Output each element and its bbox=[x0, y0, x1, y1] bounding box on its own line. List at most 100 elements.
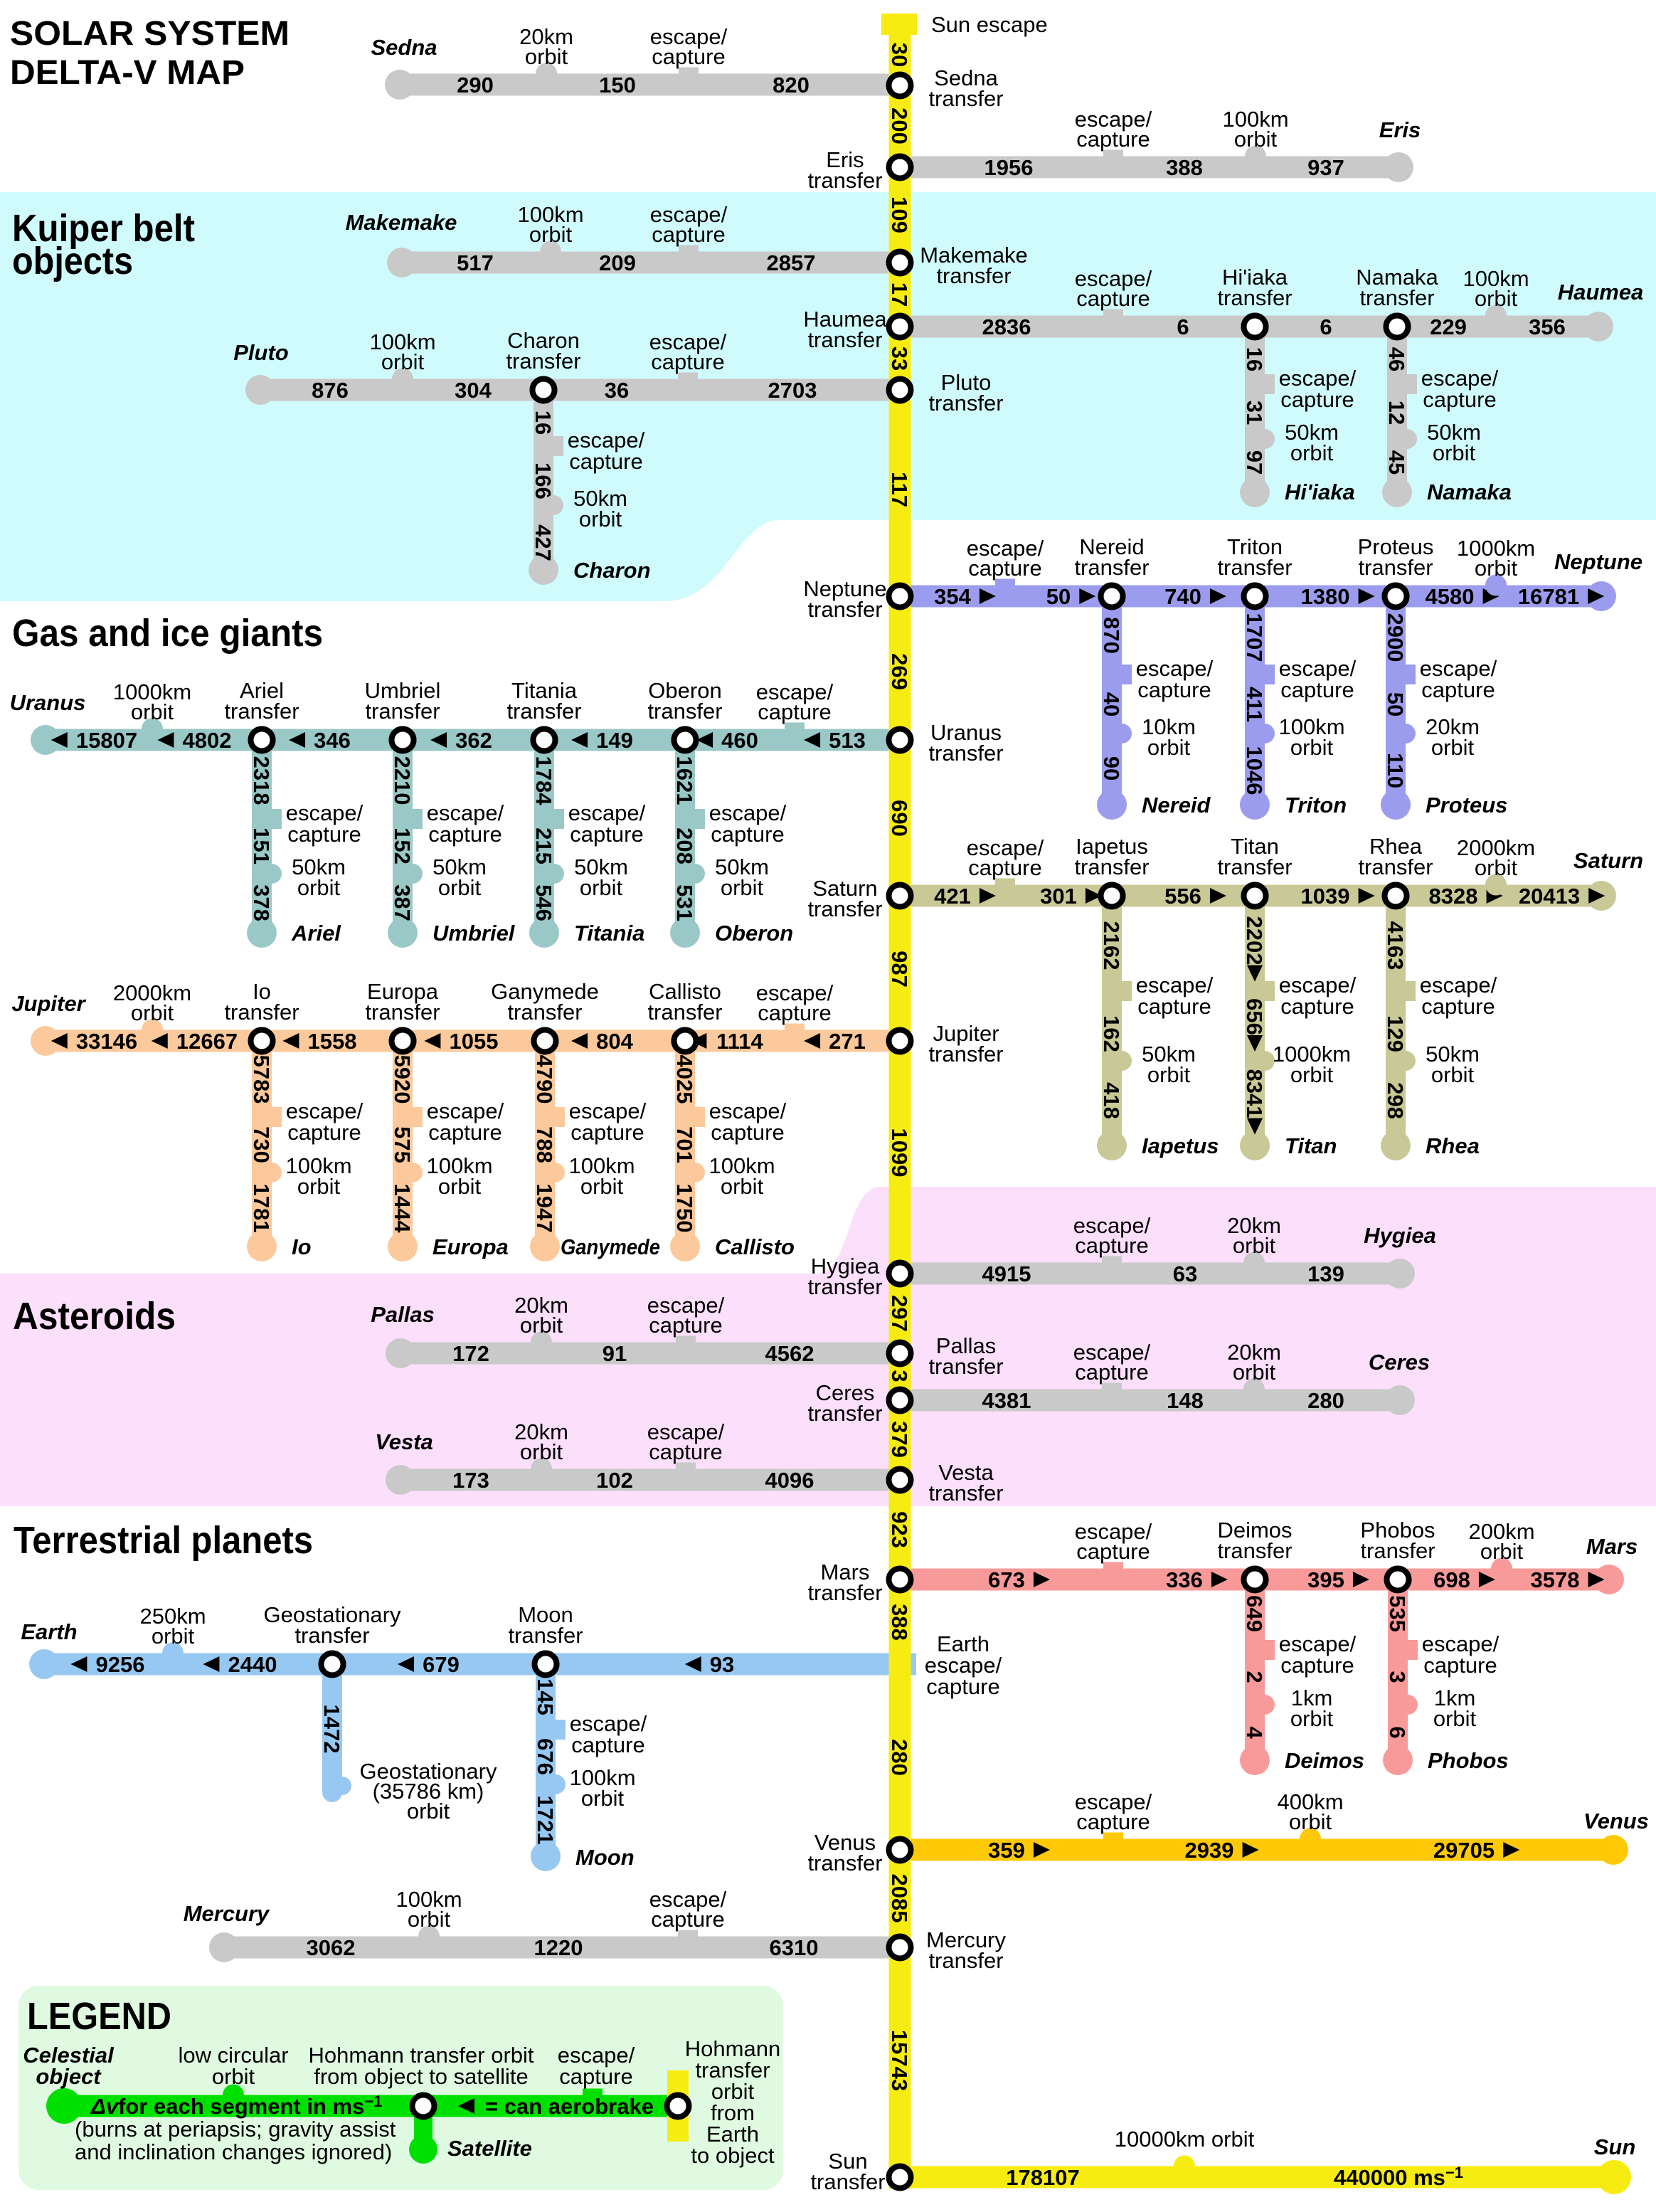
svg-text:escape/: escape/ bbox=[925, 1653, 1002, 1678]
svg-text:100km: 100km bbox=[396, 1887, 462, 1912]
svg-text:359: 359 bbox=[988, 1838, 1025, 1863]
svg-text:12667: 12667 bbox=[176, 1029, 238, 1054]
svg-text:Proteus: Proteus bbox=[1426, 793, 1507, 817]
svg-text:Kuiper belt: Kuiper belt bbox=[12, 207, 195, 250]
svg-text:escape/: escape/ bbox=[1422, 1631, 1500, 1656]
svg-text:Eris: Eris bbox=[826, 147, 864, 172]
svg-text:4562: 4562 bbox=[765, 1341, 814, 1366]
svg-text:Io: Io bbox=[292, 1234, 312, 1259]
svg-text:Callisto: Callisto bbox=[715, 1234, 795, 1259]
svg-text:Sun: Sun bbox=[828, 2149, 867, 2174]
svg-text:capture: capture bbox=[649, 1313, 722, 1338]
svg-text:escape/: escape/ bbox=[568, 800, 646, 825]
svg-text:orbit: orbit bbox=[438, 875, 482, 900]
svg-text:2085: 2085 bbox=[887, 1874, 912, 1923]
svg-text:1472: 1472 bbox=[319, 1705, 344, 1754]
svg-text:356: 356 bbox=[1529, 314, 1566, 339]
svg-text:transfer: transfer bbox=[1217, 555, 1292, 580]
svg-text:90: 90 bbox=[1099, 756, 1124, 780]
svg-text:Umbriel: Umbriel bbox=[365, 678, 441, 703]
svg-text:escape/: escape/ bbox=[756, 679, 834, 704]
svg-text:capture: capture bbox=[1076, 127, 1150, 152]
svg-text:9256: 9256 bbox=[96, 1652, 145, 1677]
svg-text:129: 129 bbox=[1383, 1015, 1408, 1052]
svg-text:1784: 1784 bbox=[531, 756, 556, 806]
svg-text:46: 46 bbox=[1384, 347, 1409, 371]
svg-text:301: 301 bbox=[1040, 884, 1077, 909]
svg-text:20km: 20km bbox=[519, 24, 573, 49]
svg-text:capture: capture bbox=[651, 349, 724, 374]
svg-text:Jupiter: Jupiter bbox=[11, 991, 86, 1016]
svg-text:304: 304 bbox=[455, 378, 492, 403]
svg-text:280: 280 bbox=[1307, 1388, 1344, 1413]
svg-text:Moon: Moon bbox=[518, 1602, 573, 1627]
svg-text:40: 40 bbox=[1099, 692, 1124, 716]
svg-text:2440: 2440 bbox=[228, 1652, 277, 1677]
svg-text:Vesta: Vesta bbox=[938, 1460, 994, 1485]
svg-text:capture: capture bbox=[1137, 677, 1211, 702]
svg-text:4915: 4915 bbox=[982, 1261, 1031, 1286]
svg-text:Saturn: Saturn bbox=[812, 876, 877, 901]
svg-text:2202: 2202 bbox=[1242, 916, 1267, 965]
svg-text:Uranus: Uranus bbox=[930, 720, 1002, 745]
svg-text:transfer: transfer bbox=[928, 391, 1003, 416]
svg-text:orbit: orbit bbox=[1290, 1062, 1334, 1087]
svg-text:388: 388 bbox=[887, 1604, 912, 1641]
svg-text:Hohmann transfer orbit: Hohmann transfer orbit bbox=[308, 2043, 534, 2068]
svg-text:Iapetus: Iapetus bbox=[1142, 1133, 1219, 1158]
svg-text:transfer: transfer bbox=[807, 1851, 882, 1875]
svg-text:16: 16 bbox=[1242, 347, 1267, 371]
svg-text:Makemake: Makemake bbox=[920, 243, 1028, 268]
svg-text:100km: 100km bbox=[1222, 107, 1288, 132]
svg-text:orbit: orbit bbox=[1147, 1062, 1191, 1087]
svg-text:50km: 50km bbox=[432, 854, 487, 879]
svg-text:escape/: escape/ bbox=[427, 800, 504, 825]
svg-text:20km: 20km bbox=[1227, 1213, 1281, 1238]
svg-text:Terrestrial planets: Terrestrial planets bbox=[14, 1519, 313, 1562]
svg-text:transfer: transfer bbox=[1217, 1538, 1292, 1563]
svg-text:166: 166 bbox=[531, 462, 556, 499]
svg-text:Pallas: Pallas bbox=[936, 1333, 996, 1358]
svg-text:10000km orbit: 10000km orbit bbox=[1115, 2127, 1255, 2152]
svg-text:535: 535 bbox=[1385, 1595, 1410, 1632]
svg-text:Ariel: Ariel bbox=[291, 921, 341, 946]
svg-text:33: 33 bbox=[887, 346, 912, 371]
svg-text:escape/: escape/ bbox=[1136, 656, 1214, 681]
svg-text:Hi'iaka: Hi'iaka bbox=[1222, 265, 1288, 290]
svg-text:102: 102 bbox=[596, 1468, 633, 1493]
svg-text:63: 63 bbox=[1173, 1261, 1197, 1286]
svg-text:2939: 2939 bbox=[1185, 1838, 1234, 1863]
svg-text:20km: 20km bbox=[514, 1293, 568, 1318]
svg-text:33146: 33146 bbox=[76, 1029, 137, 1054]
svg-text:200: 200 bbox=[887, 107, 912, 144]
svg-text:870: 870 bbox=[1099, 617, 1124, 654]
svg-text:690: 690 bbox=[887, 800, 912, 837]
svg-text:orbit: orbit bbox=[1480, 1539, 1524, 1564]
svg-text:transfer: transfer bbox=[508, 1623, 583, 1648]
svg-text:29705: 29705 bbox=[1433, 1838, 1495, 1863]
svg-text:Saturn: Saturn bbox=[1573, 848, 1643, 873]
svg-text:Io: Io bbox=[253, 979, 271, 1004]
svg-text:1099: 1099 bbox=[887, 1128, 912, 1178]
svg-text:16: 16 bbox=[531, 411, 556, 435]
svg-text:orbit: orbit bbox=[212, 2064, 255, 2089]
svg-text:Callisto: Callisto bbox=[649, 979, 721, 1004]
svg-text:escape/: escape/ bbox=[649, 329, 727, 354]
svg-text:Phobos: Phobos bbox=[1360, 1518, 1435, 1542]
svg-text:4381: 4381 bbox=[982, 1388, 1031, 1413]
svg-text:354: 354 bbox=[934, 584, 971, 609]
svg-text:804: 804 bbox=[596, 1029, 633, 1054]
svg-text:capture: capture bbox=[1423, 1653, 1497, 1678]
svg-text:97: 97 bbox=[1242, 450, 1267, 475]
svg-text:Hygiea: Hygiea bbox=[1364, 1223, 1436, 1248]
svg-text:20km: 20km bbox=[514, 1419, 568, 1444]
svg-text:656: 656 bbox=[1242, 998, 1267, 1035]
svg-text:capture: capture bbox=[570, 1120, 644, 1145]
svg-text:capture: capture bbox=[1421, 677, 1495, 702]
svg-text:capture: capture bbox=[569, 449, 642, 474]
svg-text:orbit: orbit bbox=[381, 349, 425, 374]
svg-text:Ceres: Ceres bbox=[1369, 1350, 1430, 1375]
svg-text:876: 876 bbox=[312, 378, 349, 403]
svg-text:orbit: orbit bbox=[580, 875, 623, 900]
svg-text:orbit: orbit bbox=[1290, 440, 1334, 465]
